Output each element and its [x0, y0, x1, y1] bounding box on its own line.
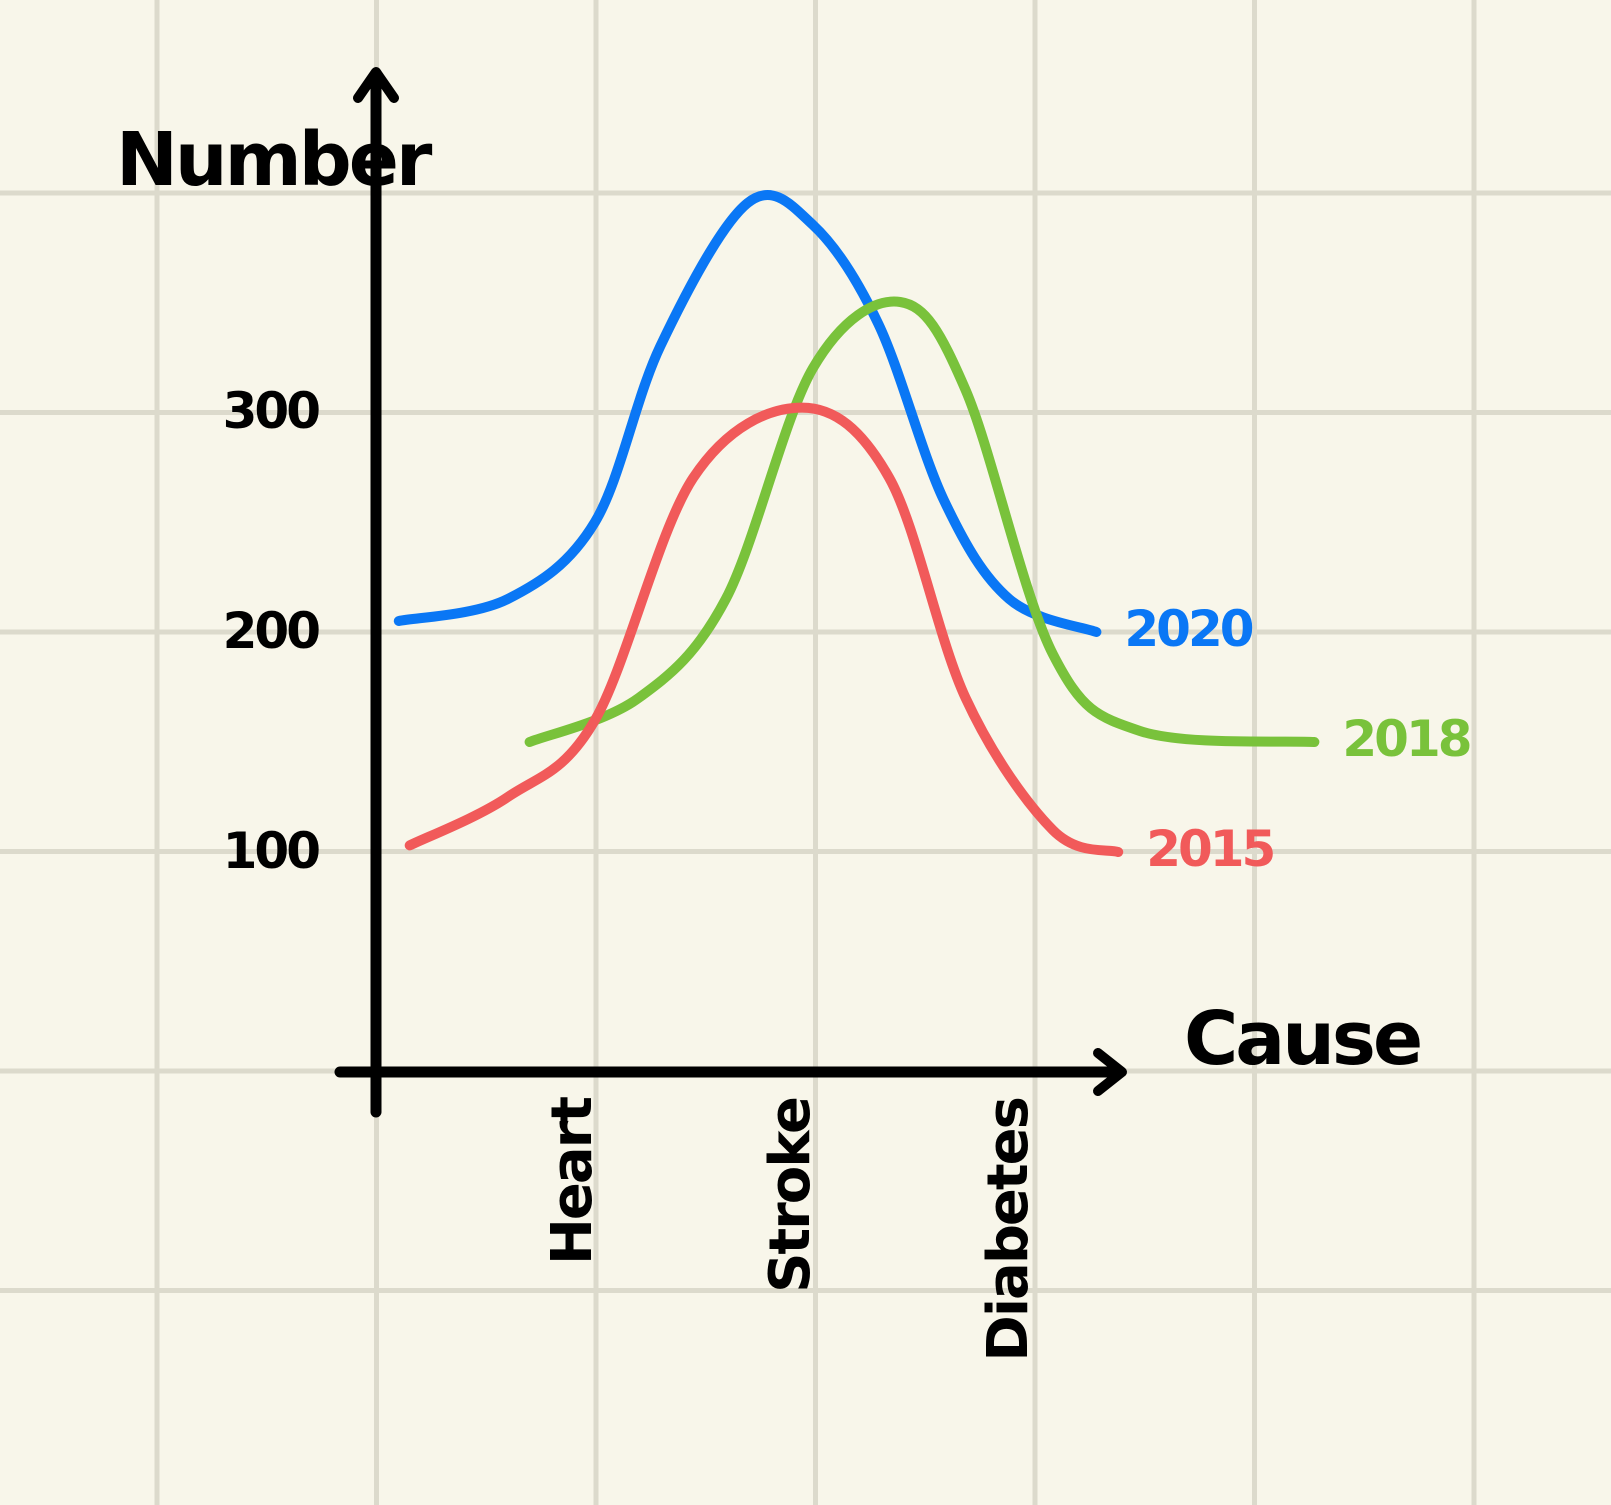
category-labels: Heart Stroke Diabetes [540, 1097, 1041, 1362]
series-label-2020: 2020 [1124, 600, 1252, 658]
x-axis-title: Cause [1184, 996, 1420, 1082]
y-tick-labels: 100 200 300 [223, 382, 323, 880]
series-labels: 2020 2018 2015 [1124, 600, 1472, 878]
series-label-2018: 2018 [1342, 710, 1469, 768]
axes [334, 67, 1127, 1118]
category-label-diabetes: Diabetes [976, 1098, 1041, 1362]
category-label-heart: Heart [540, 1097, 605, 1265]
y-tick-label-300: 300 [223, 382, 320, 440]
y-tick-label-200: 200 [223, 602, 320, 660]
series-label-2015: 2015 [1146, 820, 1273, 878]
series-line-2020 [393, 190, 1102, 637]
series-lines [393, 190, 1320, 857]
series-line-2018 [524, 296, 1320, 747]
series-line-2015 [404, 402, 1124, 857]
y-axis-title: Number [116, 117, 433, 203]
y-tick-label-100: 100 [223, 822, 320, 880]
x-axis-arrow [1093, 1048, 1127, 1096]
y-axis-arrow [353, 67, 399, 103]
category-label-stroke: Stroke [758, 1098, 823, 1293]
